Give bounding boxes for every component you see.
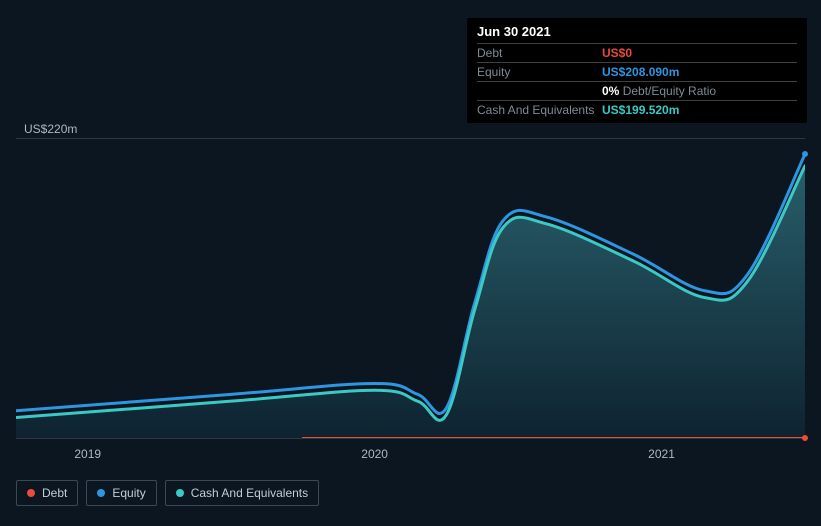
tooltip-date: Jun 30 2021: [477, 24, 797, 43]
tooltip-ratio-value: 0%: [602, 84, 619, 98]
xaxis: 2019 2020 2021: [16, 447, 805, 463]
legend-label-cash: Cash And Equivalents: [191, 486, 308, 500]
yaxis-top-label: US$220m: [24, 122, 77, 136]
tooltip-ratio-cell: 0% Debt/Equity Ratio: [602, 82, 797, 101]
tooltip-cash-value: US$199.520m: [602, 101, 797, 120]
legend-label-debt: Debt: [42, 486, 67, 500]
legend: Debt Equity Cash And Equivalents: [16, 480, 319, 506]
legend-item-debt[interactable]: Debt: [16, 480, 78, 506]
legend-item-cash[interactable]: Cash And Equivalents: [165, 480, 319, 506]
tooltip-cash-label: Cash And Equivalents: [477, 101, 602, 120]
tooltip-debt-value: US$0: [602, 44, 797, 63]
gridline-bottom: [16, 438, 805, 439]
tooltip-debt-label: Debt: [477, 44, 602, 63]
tooltip-ratio-label-blank: [477, 82, 602, 101]
legend-dot-equity: [97, 489, 105, 497]
legend-dot-cash: [176, 489, 184, 497]
chart-plot: [16, 138, 805, 438]
xaxis-tick: 2021: [648, 447, 675, 461]
legend-dot-debt: [27, 489, 35, 497]
tooltip-equity-value: US$208.090m: [602, 63, 797, 82]
end-dot-equity: [802, 151, 808, 157]
legend-label-equity: Equity: [112, 486, 145, 500]
legend-item-equity[interactable]: Equity: [86, 480, 156, 506]
tooltip-equity-label: Equity: [477, 63, 602, 82]
end-dot-debt: [802, 435, 808, 441]
xaxis-tick: 2019: [74, 447, 101, 461]
tooltip: Jun 30 2021 Debt US$0 Equity US$208.090m…: [467, 18, 807, 123]
xaxis-tick: 2020: [361, 447, 388, 461]
